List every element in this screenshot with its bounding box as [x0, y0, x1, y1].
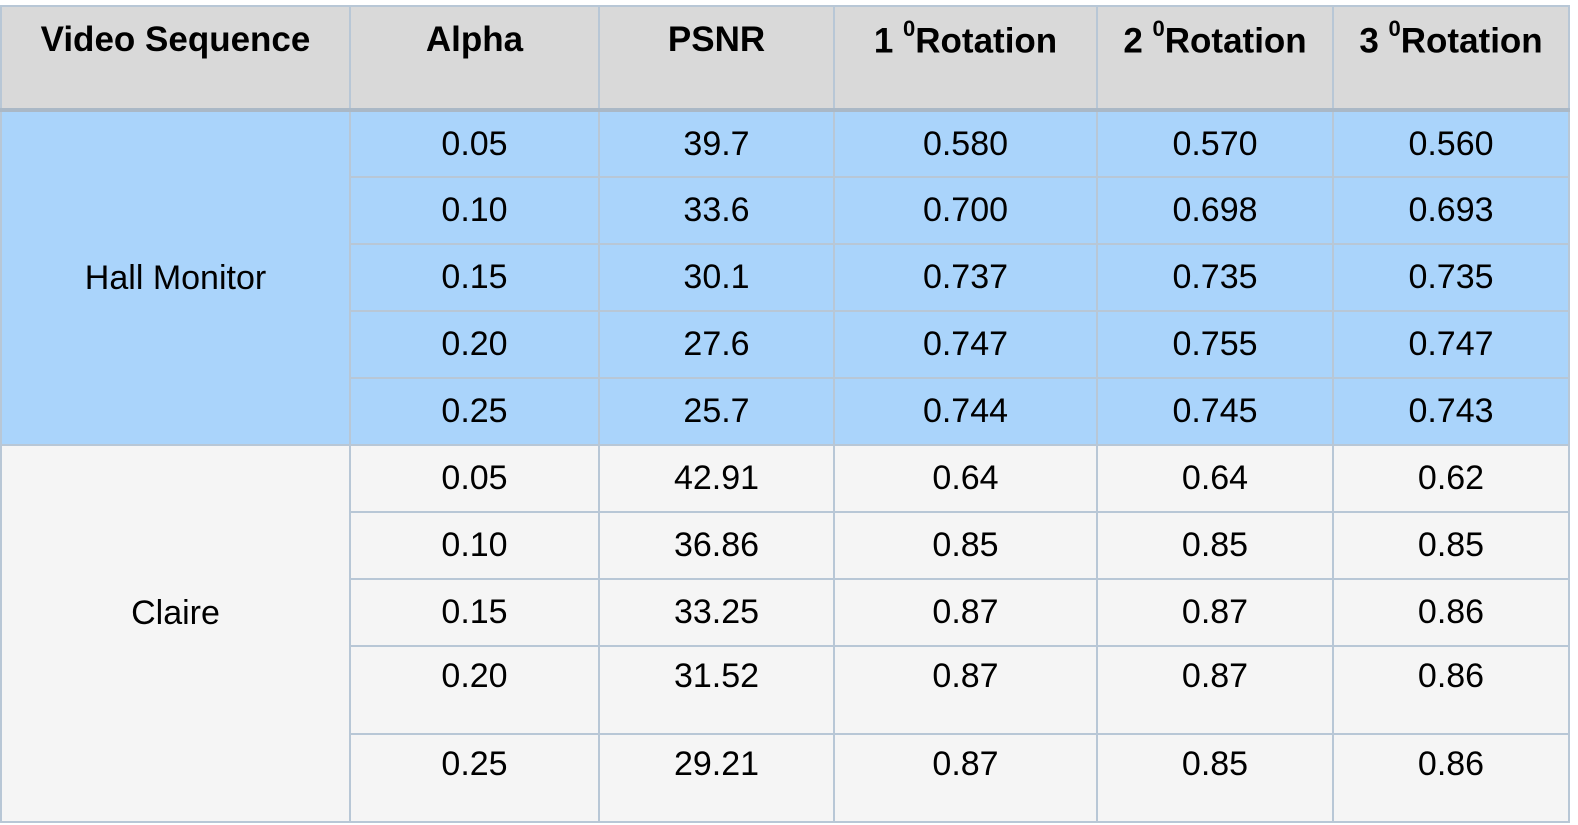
rotation-3-cell: 0.86	[1332, 578, 1570, 647]
psnr-cell: 30.1	[598, 243, 835, 312]
header-rotation-1-number: 1	[873, 21, 894, 61]
header-rotation-3-number: 3	[1359, 21, 1379, 61]
psnr-cell: 33.25	[598, 578, 835, 647]
table-row: 0.25 25.7 0.744 0.745 0.743	[1, 377, 1570, 446]
alpha-cell: 0.20	[349, 310, 600, 379]
psnr-cell: 33.6	[598, 176, 835, 245]
psnr-cell: 27.6	[598, 310, 835, 379]
rotation-1-cell: 0.747	[833, 310, 1098, 379]
rotation-1-cell: 0.87	[833, 645, 1098, 735]
header-rotation-2: 2 0Rotation	[1096, 5, 1334, 112]
rotation-3-cell: 0.735	[1332, 243, 1570, 312]
alpha-cell: 0.05	[349, 109, 600, 178]
alpha-cell: 0.10	[349, 176, 600, 245]
rotation-2-cell: 0.745	[1096, 377, 1334, 446]
psnr-cell: 25.7	[598, 377, 835, 446]
header-rotation-2-label: Rotation	[1164, 21, 1307, 61]
hall-monitor-group: Hall Monitor 0.05 39.7 0.580 0.570 0.560…	[0, 109, 1570, 446]
rotation-3-cell: 0.86	[1332, 645, 1570, 735]
rotation-2-cell: 0.735	[1096, 243, 1334, 312]
alpha-cell: 0.15	[349, 578, 600, 647]
alpha-cell: 0.05	[349, 444, 600, 513]
table-row: 0.15 30.1 0.737 0.735 0.735	[1, 243, 1570, 312]
rotation-3-cell: 0.747	[1332, 310, 1570, 379]
header-rotation-1-label: Rotation	[915, 21, 1058, 61]
alpha-cell: 0.20	[349, 645, 600, 735]
table-row: Claire 0.05 42.91 0.64 0.64 0.62	[0, 444, 1570, 823]
rotation-3-cell: 0.85	[1332, 511, 1570, 580]
rotation-3-cell: 0.560	[1332, 109, 1570, 178]
rotation-2-cell: 0.87	[1096, 645, 1334, 735]
rotation-3-cell: 0.693	[1332, 176, 1570, 245]
sequence-name-claire: Claire	[0, 444, 351, 823]
header-row: Video Sequence Alpha PSNR 1 0Rotation 2 …	[0, 5, 1570, 112]
rotation-1-cell: 0.700	[833, 176, 1098, 245]
psnr-cell: 29.21	[598, 733, 835, 823]
rotation-2-cell: 0.85	[1096, 733, 1334, 823]
alpha-cell: 0.15	[349, 243, 600, 312]
rotation-2-cell: 0.570	[1096, 109, 1334, 178]
header-rotation-1-degree: 0	[903, 16, 916, 41]
rotation-2-cell: 0.64	[1096, 444, 1334, 513]
table-row: 0.10 33.6 0.700 0.698 0.693	[1, 176, 1570, 245]
header-video-sequence: Video Sequence	[0, 5, 351, 112]
table-row: 0.10 36.86 0.85 0.85 0.85	[1, 511, 1570, 580]
results-table: Video Sequence Alpha PSNR 1 0Rotation 2 …	[0, 5, 1570, 823]
header-rotation-2-degree: 0	[1152, 16, 1165, 41]
header-psnr: PSNR	[598, 5, 835, 112]
claire-group: Claire 0.05 42.91 0.64 0.64 0.62 0.10 36…	[0, 444, 1570, 823]
rotation-2-cell: 0.85	[1096, 511, 1334, 580]
table-row: 0.15 33.25 0.87 0.87 0.86	[1, 578, 1570, 647]
header-alpha: Alpha	[349, 5, 600, 112]
psnr-cell: 39.7	[598, 109, 835, 178]
alpha-cell: 0.10	[349, 511, 600, 580]
rotation-1-cell: 0.85	[833, 511, 1098, 580]
rotation-3-cell: 0.743	[1332, 377, 1570, 446]
psnr-cell: 42.91	[598, 444, 835, 513]
sequence-name-hall-monitor: Hall Monitor	[0, 109, 351, 446]
header-rotation-3-degree: 0	[1388, 16, 1401, 41]
rotation-1-cell: 0.744	[833, 377, 1098, 446]
psnr-cell: 36.86	[598, 511, 835, 580]
header-rotation-3-label: Rotation	[1400, 21, 1543, 61]
table-row: 0.25 29.21 0.87 0.85 0.86	[1, 733, 1570, 823]
rotation-2-cell: 0.87	[1096, 578, 1334, 647]
header-rotation-2-number: 2	[1123, 21, 1143, 61]
rotation-3-cell: 0.62	[1332, 444, 1570, 513]
psnr-cell: 31.52	[598, 645, 835, 735]
header-rotation-3: 3 0Rotation	[1332, 5, 1570, 112]
rotation-1-cell: 0.64	[833, 444, 1098, 513]
table-row: 0.20 31.52 0.87 0.87 0.86	[1, 645, 1570, 735]
alpha-cell: 0.25	[349, 733, 600, 823]
alpha-cell: 0.25	[349, 377, 600, 446]
rotation-1-cell: 0.87	[833, 733, 1098, 823]
table-row: Hall Monitor 0.05 39.7 0.580 0.570 0.560	[0, 109, 1570, 446]
rotation-3-cell: 0.86	[1332, 733, 1570, 823]
table-row: 0.20 27.6 0.747 0.755 0.747	[1, 310, 1570, 379]
rotation-2-cell: 0.698	[1096, 176, 1334, 245]
rotation-1-cell: 0.87	[833, 578, 1098, 647]
rotation-2-cell: 0.755	[1096, 310, 1334, 379]
rotation-1-cell: 0.737	[833, 243, 1098, 312]
rotation-1-cell: 0.580	[833, 109, 1098, 178]
header-rotation-1: 1 0Rotation	[833, 5, 1098, 112]
